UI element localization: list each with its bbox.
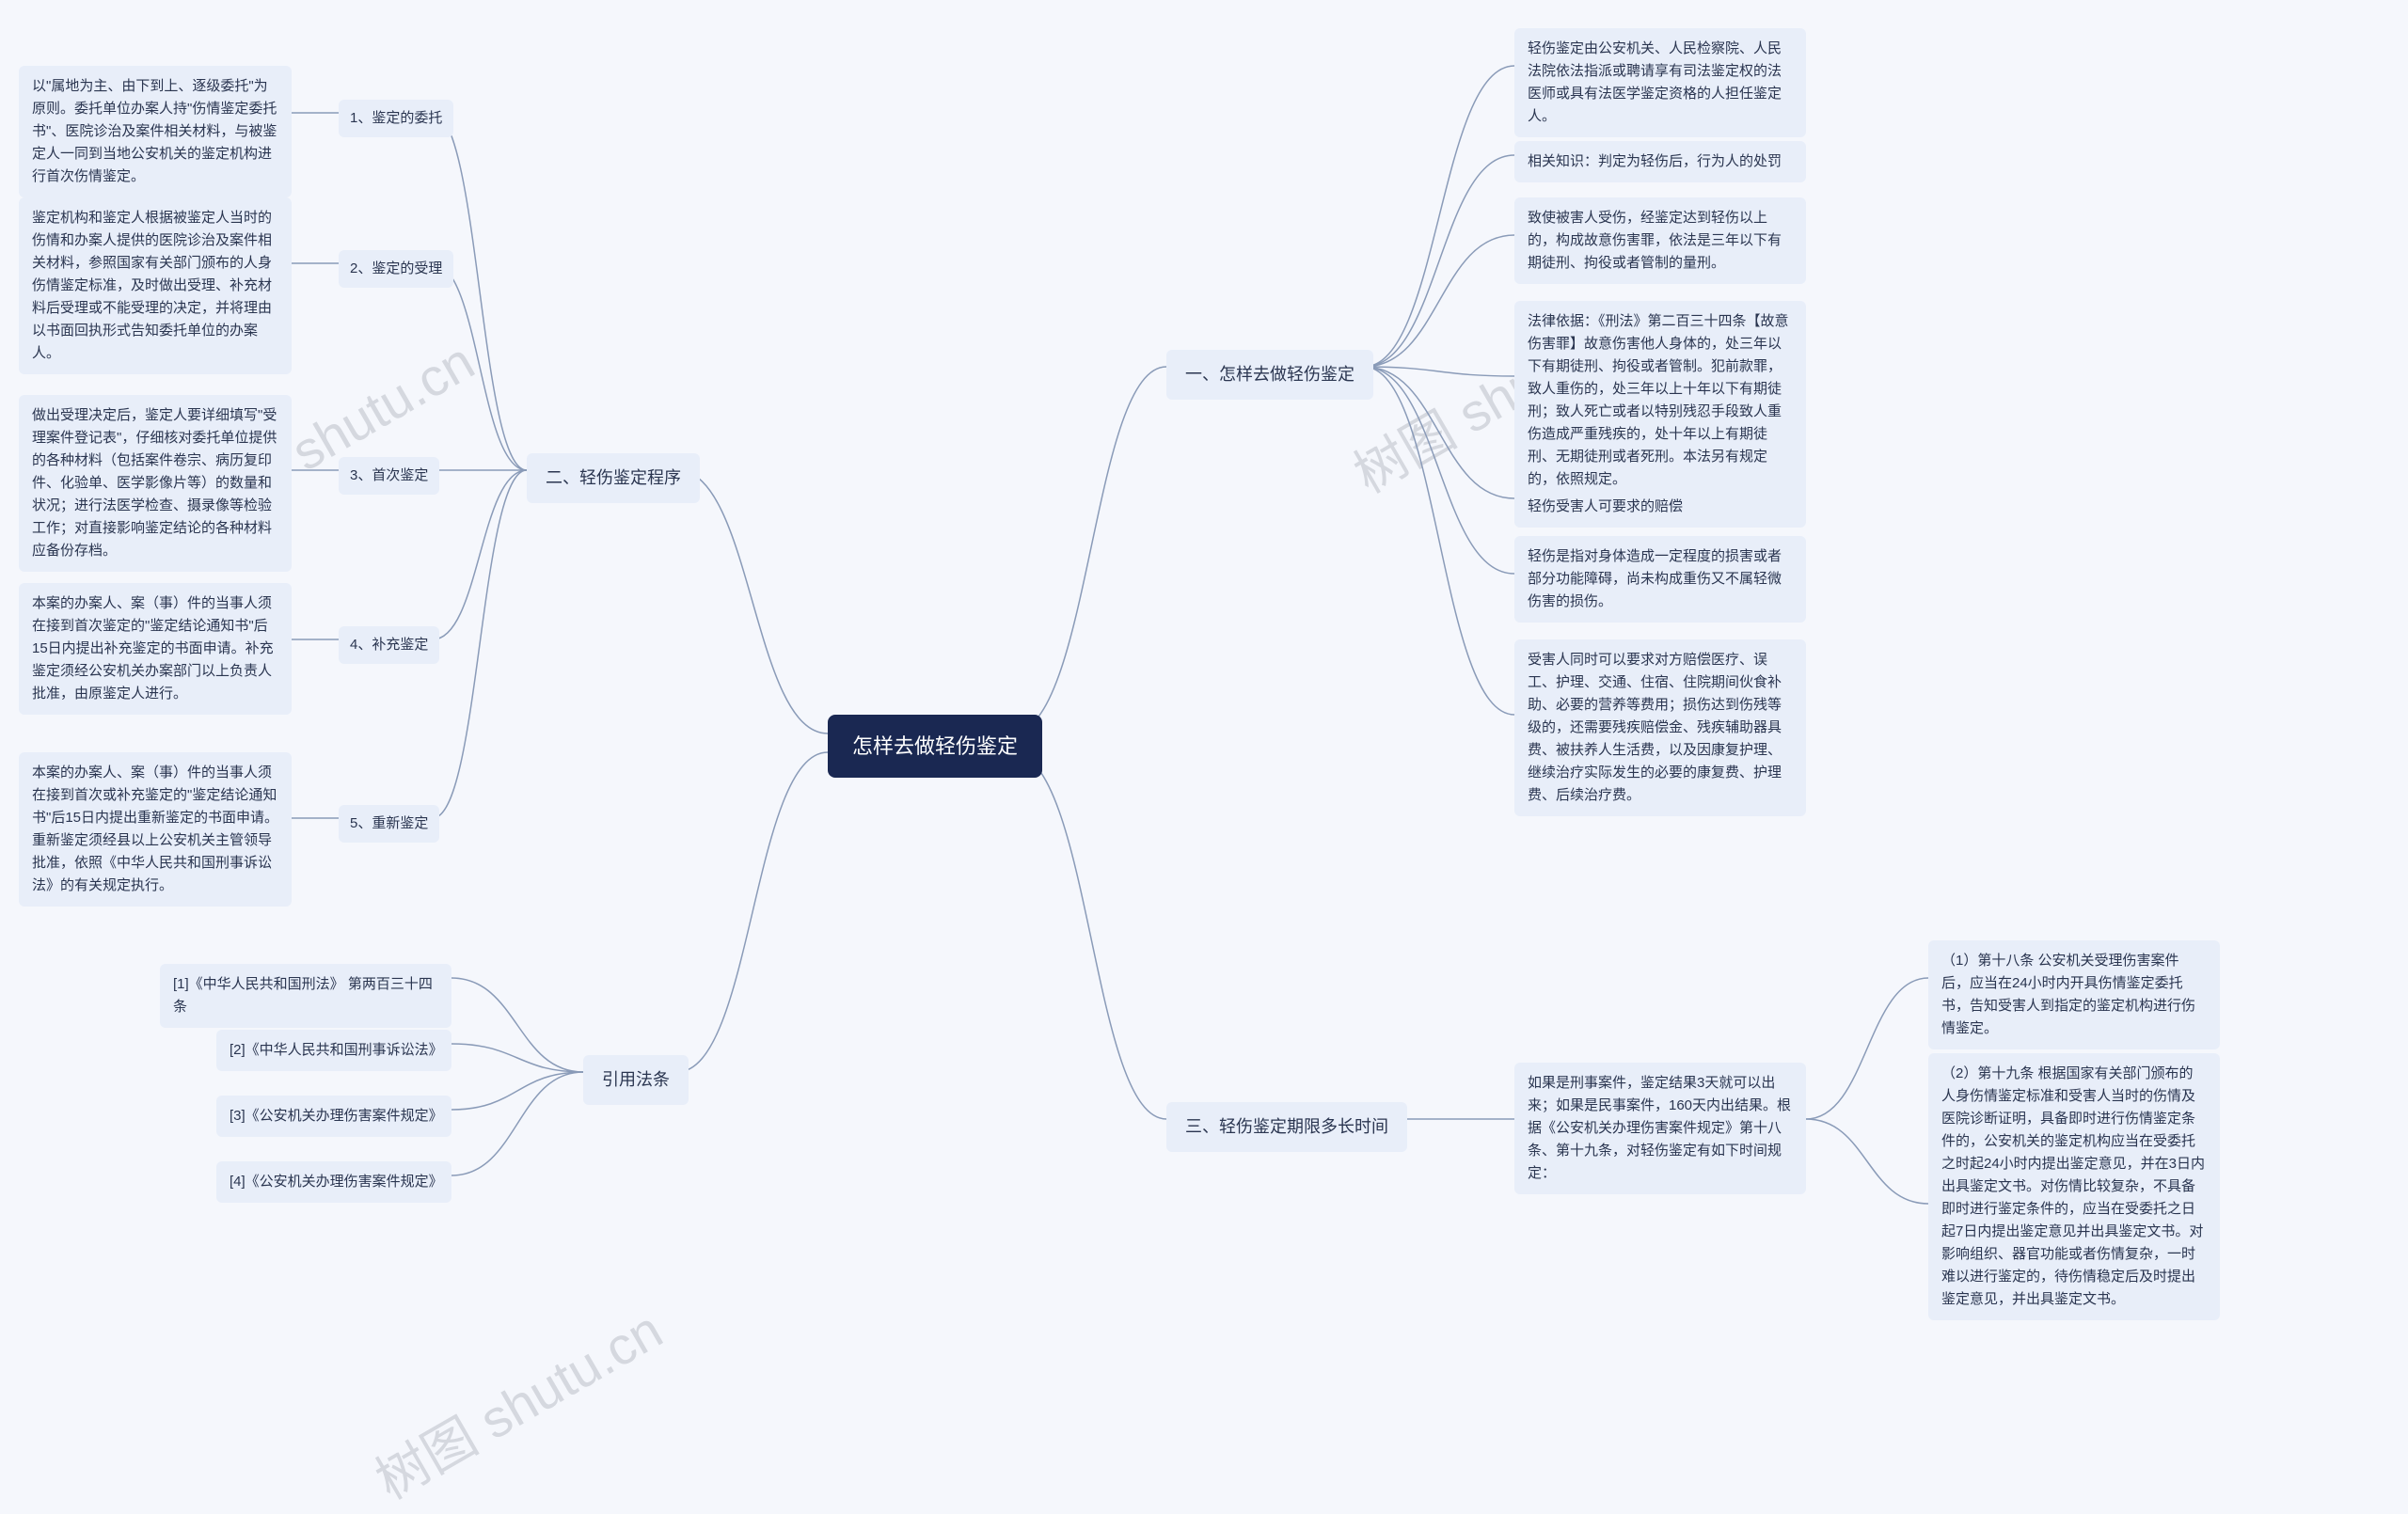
s2-step-4: 5、重新鉴定 [339,805,439,843]
s2-step-3: 4、补充鉴定 [339,626,439,664]
s1-item-1: 相关知识：判定为轻伤后，行为人的处罚 [1514,141,1806,182]
s3-intermediate: 如果是刑事案件，鉴定结果3天就可以出来；如果是民事案件，160天内出结果。根据《… [1514,1063,1806,1194]
s3-item-0: （1）第十八条 公安机关受理伤害案件后，应当在24小时内开具伤情鉴定委托书，告知… [1928,940,2220,1049]
section-3: 三、轻伤鉴定期限多长时间 [1166,1102,1407,1152]
s2-step-2: 3、首次鉴定 [339,457,439,495]
watermark: 树图 shutu.cn [359,1289,673,1514]
section-4: 引用法条 [583,1055,689,1105]
s2-step-1: 2、鉴定的受理 [339,250,453,288]
s1-item-2: 致使被害人受伤，经鉴定达到轻伤以上的，构成故意伤害罪，依法是三年以下有期徒刑、拘… [1514,197,1806,284]
section-2: 二、轻伤鉴定程序 [527,453,700,503]
s2-desc-2: 做出受理决定后，鉴定人要详细填写"受理案件登记表"，仔细核对委托单位提供的各种材… [19,395,292,572]
s1-item-3: 法律依据：《刑法》第二百三十四条【故意伤害罪】故意伤害他人身体的，处三年以下有期… [1514,301,1806,500]
s2-desc-4: 本案的办案人、案（事）件的当事人须在接到首次或补充鉴定的"鉴定结论通知书"后15… [19,752,292,907]
s4-item-0: [1]《中华人民共和国刑法》 第两百三十四条 [160,964,452,1028]
section-1: 一、怎样去做轻伤鉴定 [1166,350,1373,400]
s1-item-0: 轻伤鉴定由公安机关、人民检察院、人民法院依法指派或聘请享有司法鉴定权的法医师或具… [1514,28,1806,137]
s1-item-5: 轻伤是指对身体造成一定程度的损害或者部分功能障碍，尚未构成重伤又不属轻微伤害的损… [1514,536,1806,623]
s2-step-0: 1、鉴定的委托 [339,100,453,137]
s4-item-1: [2]《中华人民共和国刑事诉讼法》 [216,1030,452,1071]
root-node: 怎样去做轻伤鉴定 [828,715,1042,778]
s2-desc-1: 鉴定机构和鉴定人根据被鉴定人当时的伤情和办案人提供的医院诊治及案件相关材料，参照… [19,197,292,374]
s2-desc-0: 以"属地为主、由下到上、逐级委托"为原则。委托单位办案人持"伤情鉴定委托书"、医… [19,66,292,197]
s3-item-1: （2）第十九条 根据国家有关部门颁布的人身伤情鉴定标准和受害人当时的伤情及医院诊… [1928,1053,2220,1320]
s1-item-6: 受害人同时可以要求对方赔偿医疗、误工、护理、交通、住宿、住院期间伙食补助、必要的… [1514,639,1806,816]
s4-item-2: [3]《公安机关办理伤害案件规定》 [216,1096,452,1137]
s1-item-4: 轻伤受害人可要求的赔偿 [1514,486,1806,528]
s2-desc-3: 本案的办案人、案（事）件的当事人须在接到首次鉴定的"鉴定结论通知书"后15日内提… [19,583,292,715]
s4-item-3: [4]《公安机关办理伤害案件规定》 [216,1161,452,1203]
